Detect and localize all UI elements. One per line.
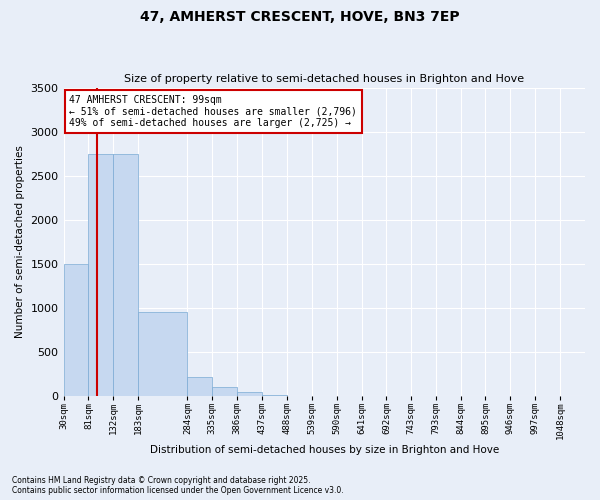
Text: 47 AMHERST CRESCENT: 99sqm
← 51% of semi-detached houses are smaller (2,796)
49%: 47 AMHERST CRESCENT: 99sqm ← 51% of semi…: [70, 94, 357, 128]
Bar: [64, 264, 88, 396]
Bar: [262, 395, 287, 396]
Text: Contains HM Land Registry data © Crown copyright and database right 2025.
Contai: Contains HM Land Registry data © Crown c…: [12, 476, 344, 495]
Bar: [212, 388, 237, 396]
Bar: [237, 392, 262, 396]
Y-axis label: Number of semi-detached properties: Number of semi-detached properties: [15, 146, 25, 338]
Bar: [187, 378, 212, 396]
X-axis label: Distribution of semi-detached houses by size in Brighton and Hove: Distribution of semi-detached houses by …: [149, 445, 499, 455]
Bar: [88, 154, 113, 396]
Bar: [138, 312, 187, 396]
Title: Size of property relative to semi-detached houses in Brighton and Hove: Size of property relative to semi-detach…: [124, 74, 524, 84]
Bar: [113, 154, 138, 396]
Text: 47, AMHERST CRESCENT, HOVE, BN3 7EP: 47, AMHERST CRESCENT, HOVE, BN3 7EP: [140, 10, 460, 24]
